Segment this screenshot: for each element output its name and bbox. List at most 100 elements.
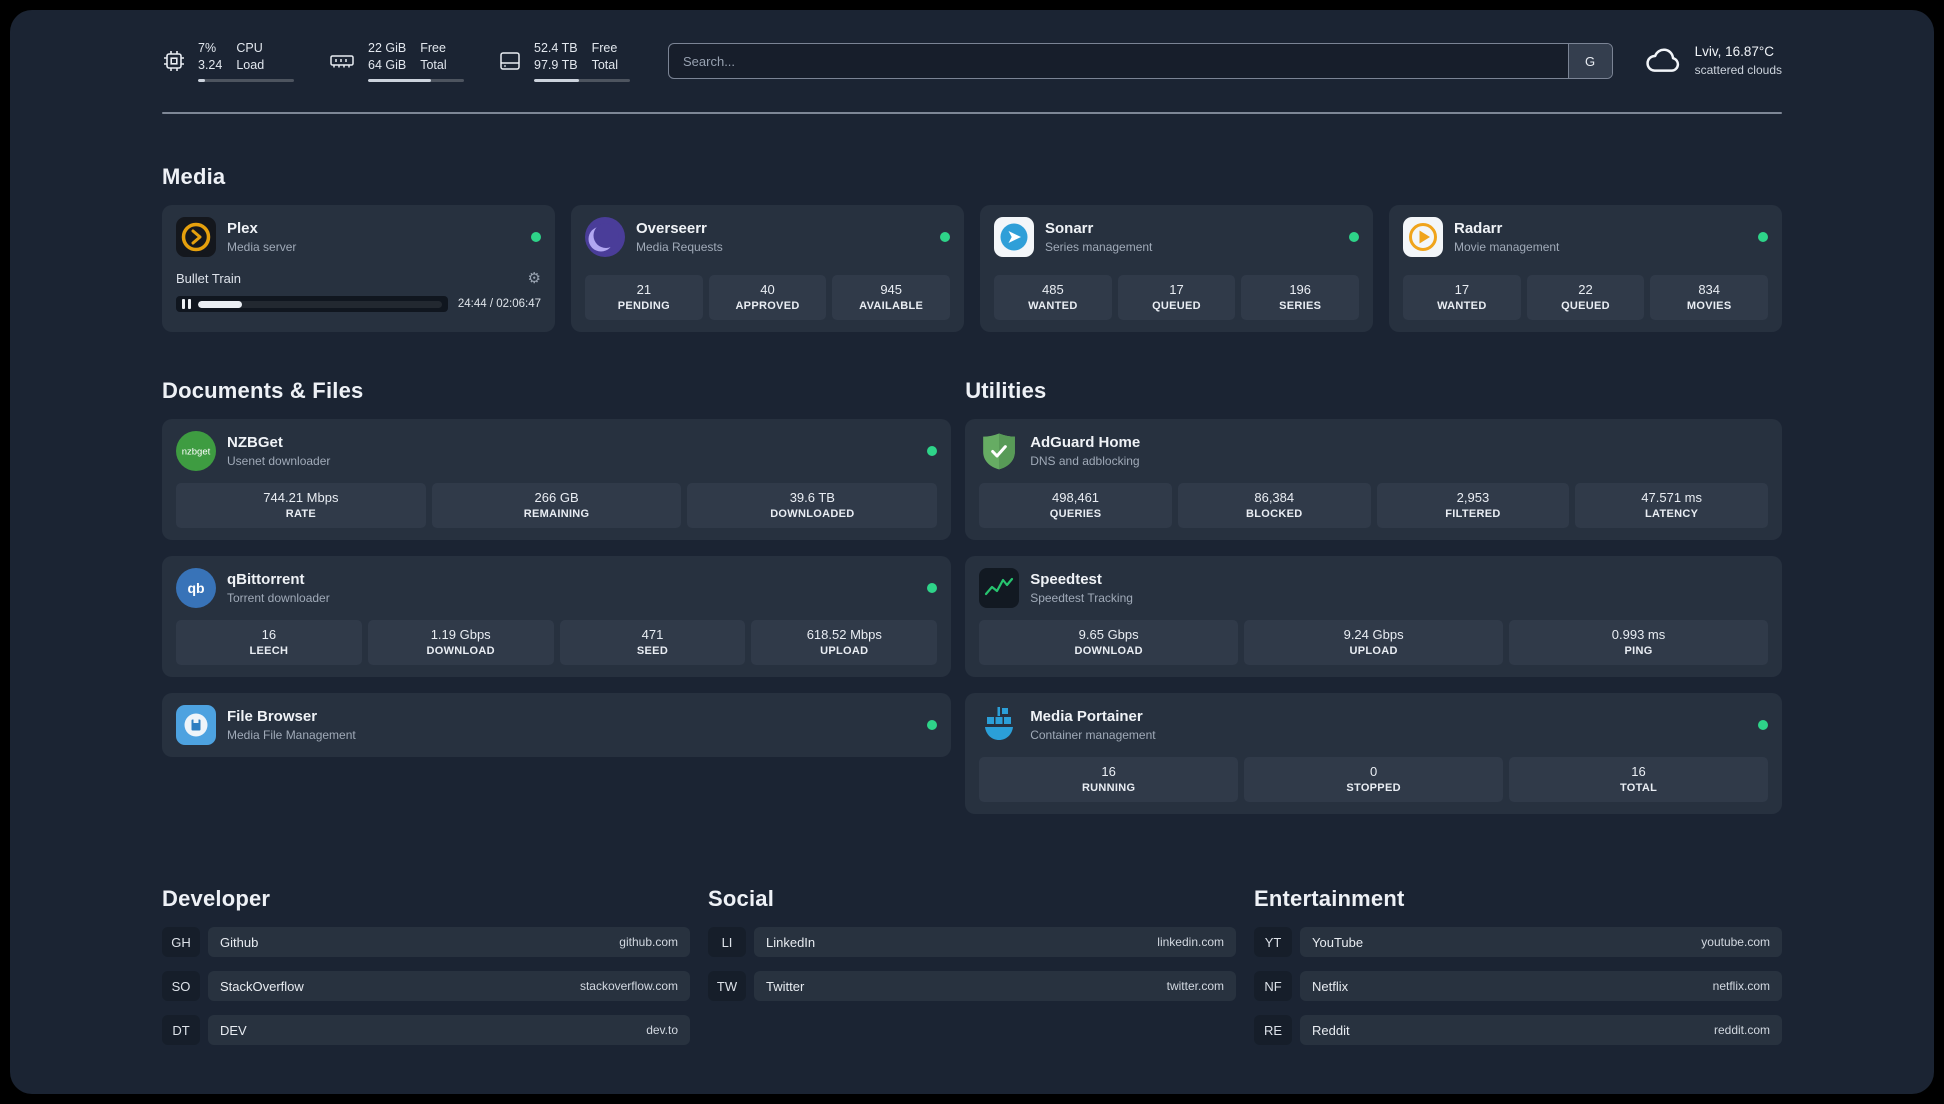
plex-icon — [176, 217, 216, 257]
portainer-stats: 16 RUNNING 0 STOPPED 16 TOTAL — [979, 757, 1768, 802]
status-online-dot — [1349, 232, 1359, 242]
status-online-dot — [927, 720, 938, 730]
cpu-load-value: 3.24 — [198, 58, 223, 72]
stat-queries: 498,461 QUERIES — [979, 483, 1172, 528]
gear-icon[interactable]: ⚙ — [527, 270, 541, 287]
service-name: Plex — [227, 219, 258, 237]
plex-card: Plex Media server Bullet Train ⚙ 24:44 /… — [162, 205, 555, 332]
divider — [162, 112, 1782, 114]
cpu-widget: 7% 3.24 CPU Load — [162, 40, 294, 82]
bookmark-reddit[interactable]: RE Reddit reddit.com — [1254, 1015, 1782, 1045]
status-online-dot — [927, 446, 938, 456]
filebrowser-link[interactable]: File Browser Media File Management — [176, 705, 938, 745]
sonarr-stats: 485 WANTED 17 QUEUED 196 SERIES — [994, 275, 1360, 320]
section-title-utilities: Utilities — [965, 378, 1047, 403]
overseerr-card: Overseerr Media Requests 21 PENDING 40 A… — [571, 205, 964, 332]
service-desc: Media server — [227, 240, 297, 255]
weather-widget: Lviv, 16.87°C scattered clouds — [1643, 43, 1782, 80]
service-desc: Media File Management — [227, 728, 356, 743]
service-desc: Usenet downloader — [227, 454, 331, 469]
service-desc: Torrent downloader — [227, 591, 330, 606]
section-social: Social LI LinkedIn linkedin.com TW Twitt… — [708, 886, 1236, 1045]
bookmark-youtube[interactable]: YT YouTube youtube.com — [1254, 927, 1782, 957]
top-bar: 7% 3.24 CPU Load — [162, 34, 1782, 88]
pause-icon[interactable] — [182, 299, 191, 309]
nzbget-card: nzbget NZBGet Usenet downloader 744.21 M… — [162, 419, 952, 540]
stat-running: 16 RUNNING — [979, 757, 1239, 802]
seek-bar[interactable] — [176, 296, 448, 312]
overseerr-link[interactable]: Overseerr Media Requests — [585, 217, 950, 257]
search-input[interactable] — [669, 44, 1568, 78]
playback-time: 24:44 / 02:06:47 — [457, 298, 541, 310]
service-name: NZBGet — [227, 433, 283, 451]
speedtest-icon — [979, 568, 1020, 608]
bookmark-abbr: NF — [1254, 971, 1292, 1001]
status-online-dot — [927, 583, 938, 593]
radarr-link[interactable]: Radarr Movie management — [1403, 217, 1768, 257]
portainer-link[interactable]: Media Portainer Container management — [979, 705, 1768, 745]
bookmark-netflix[interactable]: NF Netflix netflix.com — [1254, 971, 1782, 1001]
speedtest-link[interactable]: Speedtest Speedtest Tracking — [979, 568, 1768, 608]
filebrowser-card: File Browser Media File Management — [162, 693, 952, 757]
bookmark-stackoverflow[interactable]: SO StackOverflow stackoverflow.com — [162, 971, 690, 1001]
stat-queued: 22 QUEUED — [1526, 275, 1645, 320]
bookmark-abbr: LI — [708, 927, 746, 957]
overseerr-icon — [585, 217, 625, 257]
adguard-icon — [979, 431, 1019, 471]
dashboard: 7% 3.24 CPU Load — [10, 10, 1934, 1094]
qbittorrent-link[interactable]: qb qBittorrent Torrent downloader — [176, 568, 938, 608]
sonarr-link[interactable]: Sonarr Series management — [994, 217, 1359, 257]
stat-latency: 47.571 ms LATENCY — [1575, 483, 1768, 528]
bookmark-abbr: RE — [1254, 1015, 1292, 1045]
status-online-dot — [940, 232, 950, 242]
nzbget-icon: nzbget — [176, 431, 216, 471]
service-desc: Series management — [1045, 240, 1153, 255]
stat-stopped: 0 STOPPED — [1244, 757, 1504, 802]
service-desc: Container management — [1030, 728, 1156, 743]
section-title-media: Media — [162, 164, 226, 189]
stat-available: 945 AVAILABLE — [832, 275, 951, 320]
cpu-percent: 7% — [198, 41, 217, 56]
sonarr-card: Sonarr Series management 485 WANTED 17 Q… — [980, 205, 1373, 332]
weather-condition: scattered clouds — [1694, 63, 1782, 78]
stat-leech: 16 LEECH — [176, 620, 362, 665]
bookmark-linkedin[interactable]: LI LinkedIn linkedin.com — [708, 927, 1236, 957]
adguard-card: AdGuard Home DNS and adblocking 498,461 … — [965, 419, 1782, 540]
disk-labels: Free Total — [591, 41, 618, 72]
service-name: Overseerr — [636, 219, 707, 237]
disk-usage-bar — [534, 78, 630, 82]
stat-total: 16 TOTAL — [1509, 757, 1768, 802]
weather-location: Lviv, 16.87°C — [1694, 44, 1775, 60]
portainer-icon — [979, 705, 1019, 745]
plex-link[interactable]: Plex Media server — [176, 217, 541, 257]
stat-seed: 471 SEED — [559, 620, 746, 665]
nzbget-stats: 744.21 Mbps RATE 266 GB REMAINING 39.6 T… — [176, 483, 938, 528]
section-title-social: Social — [708, 886, 775, 911]
bookmark-dev[interactable]: DT DEV dev.to — [162, 1015, 690, 1045]
stat-download: 9.65 Gbps DOWNLOAD — [979, 620, 1239, 665]
adguard-link[interactable]: AdGuard Home DNS and adblocking — [979, 431, 1768, 471]
service-name: qBittorrent — [227, 570, 305, 588]
cpu-values: 7% 3.24 — [198, 40, 222, 74]
stat-downloaded: 39.6 TB DOWNLOADED — [687, 483, 938, 528]
bookmark-twitter[interactable]: TW Twitter twitter.com — [708, 971, 1236, 1001]
service-name: Media Portainer — [1030, 707, 1143, 725]
service-desc: Speedtest Tracking — [1030, 591, 1133, 606]
section-title-entertainment: Entertainment — [1254, 886, 1405, 911]
section-documents: Documents & Files nzbget NZBGet Usenet d… — [162, 378, 952, 814]
radarr-card: Radarr Movie management 17 WANTED 22 QUE… — [1389, 205, 1782, 332]
status-online-dot — [1758, 720, 1768, 730]
stat-movies: 834 MOVIES — [1650, 275, 1769, 320]
search-provider-button[interactable]: G — [1567, 44, 1612, 78]
section-developer: Developer GH Github github.com SO StackO… — [162, 886, 690, 1045]
svg-text:qb: qb — [187, 580, 204, 596]
nzbget-link[interactable]: nzbget NZBGet Usenet downloader — [176, 431, 938, 471]
radarr-stats: 17 WANTED 22 QUEUED 834 MOVIES — [1403, 275, 1769, 320]
memory-values: 22 GiB 64 GiB — [368, 41, 407, 72]
portainer-card: Media Portainer Container management 16 … — [965, 693, 1782, 814]
section-utilities: Utilities AdGuard Home DNS and — [965, 378, 1782, 814]
bookmark-github[interactable]: GH Github github.com — [162, 927, 690, 957]
stat-remaining: 266 GB REMAINING — [431, 483, 682, 528]
bookmark-abbr: YT — [1254, 927, 1292, 957]
stat-upload: 618.52 Mbps UPLOAD — [751, 620, 938, 665]
